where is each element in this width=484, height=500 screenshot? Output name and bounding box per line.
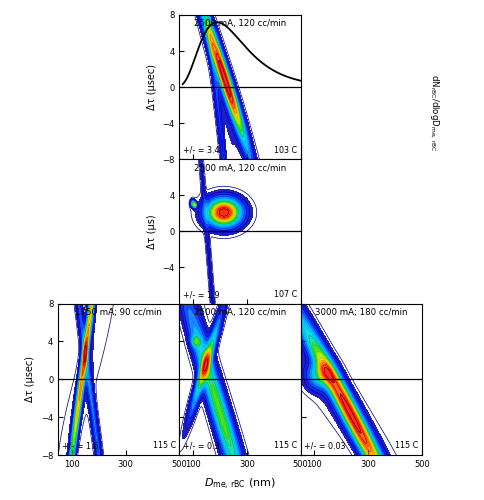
Text: +/- = 0.03: +/- = 0.03	[304, 442, 345, 450]
Text: 3000 mA; 180 cc/min: 3000 mA; 180 cc/min	[315, 308, 407, 317]
Y-axis label: Δτ (μs): Δτ (μs)	[147, 214, 156, 248]
Text: 2500 mA, 120 cc/min: 2500 mA, 120 cc/min	[194, 308, 286, 317]
Text: 115 C: 115 C	[273, 442, 296, 450]
Y-axis label: Δτ (μsec): Δτ (μsec)	[25, 356, 35, 403]
Text: +/- = 0.3: +/- = 0.3	[182, 442, 219, 450]
Text: +/- = 3.4: +/- = 3.4	[182, 146, 219, 155]
Text: 2500 mA, 120 cc/min: 2500 mA, 120 cc/min	[194, 164, 286, 172]
Text: $D_{\rm me,\,rBC}$ (nm): $D_{\rm me,\,rBC}$ (nm)	[204, 478, 275, 492]
Y-axis label: Δτ (μsec): Δτ (μsec)	[146, 64, 156, 110]
Text: dN$_{\rm rBC}$/dlogD$_{\rm me,\,rBC}$: dN$_{\rm rBC}$/dlogD$_{\rm me,\,rBC}$	[427, 74, 439, 152]
Text: +/- = 1.9: +/- = 1.9	[182, 290, 219, 299]
Text: 2500 mA, 120 cc/min: 2500 mA, 120 cc/min	[194, 20, 286, 28]
Text: 1750 mA; 90 cc/min: 1750 mA; 90 cc/min	[75, 308, 162, 317]
Text: 115 C: 115 C	[394, 442, 417, 450]
Text: +/- = 1.6: +/- = 1.6	[61, 442, 98, 450]
Text: 115 C: 115 C	[152, 442, 175, 450]
Text: 107 C: 107 C	[273, 290, 296, 299]
Text: 103 C: 103 C	[273, 146, 296, 155]
